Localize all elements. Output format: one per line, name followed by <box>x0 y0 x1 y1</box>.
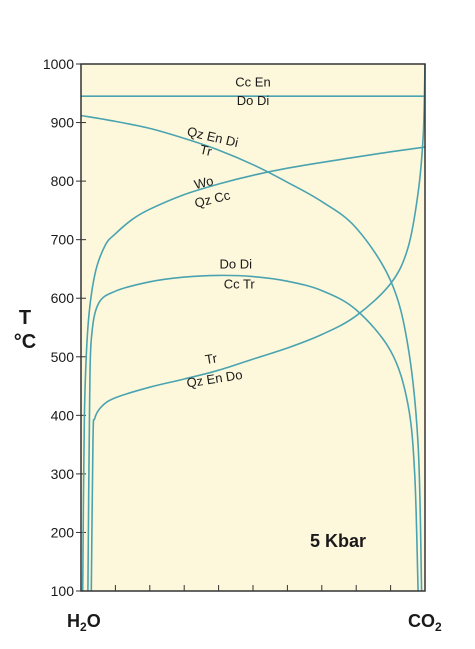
y-tick-label: 1000 <box>43 56 74 72</box>
curve-label: Wo <box>193 173 215 192</box>
y-tick-label: 700 <box>51 232 75 248</box>
y-tick-label: 600 <box>51 290 75 306</box>
curve-label: Cc En <box>235 74 270 89</box>
y-axis-title: T <box>19 307 31 329</box>
y-tick-label: 800 <box>51 173 75 189</box>
x-axis-right-label: CO2 <box>408 611 442 634</box>
reaction-curve-5 <box>90 63 426 592</box>
ticks-group: 100 200 300 400 500 600 700 800 900 1000 <box>43 56 392 599</box>
x-axis-left-label: H2O <box>67 611 101 634</box>
y-tick-label: 100 <box>51 583 75 599</box>
curve-label: Cc Tr <box>224 276 256 291</box>
o-text: O <box>87 611 101 631</box>
curve-label: Do Di <box>220 256 253 271</box>
plot-frame <box>80 63 426 592</box>
y-tick-label: 300 <box>51 466 75 482</box>
y-tick-label: 500 <box>51 349 75 365</box>
y-tick-label: 200 <box>51 524 75 540</box>
y-tick-label: 400 <box>51 407 75 423</box>
curve-label: Tr <box>198 142 214 159</box>
y-tick-label: 900 <box>51 115 75 131</box>
curve-label: Tr <box>204 350 219 367</box>
co-subscript: 2 <box>435 620 442 634</box>
plot-background <box>81 64 425 591</box>
h-subscript: 2 <box>80 620 87 634</box>
co-text: CO <box>408 611 435 631</box>
h-text: H <box>67 611 80 631</box>
curves-group <box>80 63 426 592</box>
pressure-annotation: 5 Kbar <box>310 531 366 551</box>
y-axis-unit: °C <box>14 331 36 353</box>
curve-label: Do Di <box>237 93 270 108</box>
reaction-curve-3 <box>81 146 426 592</box>
reaction-curve-2 <box>80 114 423 592</box>
reaction-curve-4 <box>87 274 419 592</box>
